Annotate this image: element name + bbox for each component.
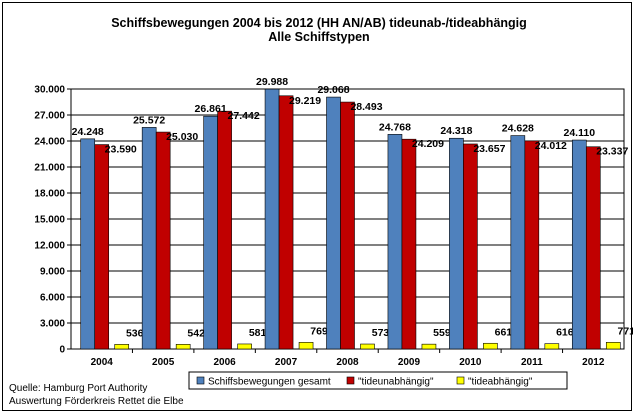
legend: Schiffsbewegungen gesamt "tideunabhängig"… — [188, 371, 568, 390]
data-label: 536 — [126, 327, 144, 339]
x-tick-label: 2008 — [336, 357, 359, 368]
source-line: Quelle: Hamburg Port Authority — [9, 383, 147, 394]
data-label: 26.861 — [195, 103, 227, 115]
chart-subtitle: Alle Schiffstypen — [268, 30, 369, 44]
plot-area: 0 3.000 6.000 9.000 12.000 15.000 18.000 21.000… — [34, 76, 633, 368]
bar-tideabhaengig — [298, 342, 314, 350]
data-label: 24.012 — [535, 140, 567, 152]
y-tick-label: 9.000 — [40, 267, 65, 278]
bar-tideabhaengig — [360, 343, 375, 350]
bar-gesamt — [449, 137, 464, 350]
x-tick-label: 2007 — [275, 357, 298, 368]
bar-gesamt — [264, 88, 280, 350]
bar-tideunabhaengig — [278, 95, 294, 350]
data-label: 25.572 — [133, 114, 165, 126]
x-tick-label: 2005 — [152, 357, 175, 368]
data-label: 24.768 — [379, 121, 411, 133]
bar-gesamt — [141, 127, 157, 350]
bar-gesamt — [80, 138, 96, 350]
bar-tideabhaengig — [237, 343, 252, 350]
x-tick-label: 2011 — [521, 357, 543, 368]
legend-swatch — [456, 376, 465, 385]
data-label: 24.209 — [412, 138, 444, 150]
chart-title: Schiffsbewegungen 2004 bis 2012 (HH AN/A… — [111, 16, 527, 30]
bar-tideabhaengig — [605, 342, 621, 350]
data-label: 23.657 — [473, 143, 505, 155]
bar-tideabhaengig — [114, 344, 130, 350]
bar-tideabhaengig — [544, 343, 560, 350]
data-label: 24.110 — [564, 127, 596, 139]
bar-tideunabhaengig — [401, 138, 417, 350]
data-label: 28.493 — [350, 101, 382, 113]
bar-tideunabhaengig — [94, 144, 110, 350]
bar-tideunabhaengig — [463, 143, 478, 350]
bar-tideunabhaengig — [585, 146, 601, 350]
y-tick-label: 27.000 — [34, 111, 65, 122]
y-tick-label: 15.000 — [34, 215, 65, 226]
data-label: 559 — [433, 327, 451, 339]
legend-box — [188, 371, 568, 390]
data-label: 573 — [372, 327, 390, 339]
bar-tideabhaengig — [483, 342, 498, 350]
bar-gesamt — [510, 135, 526, 350]
y-tick-label: 3.000 — [40, 319, 65, 330]
bar-gesamt — [203, 115, 218, 350]
data-label: 29.219 — [289, 95, 321, 107]
data-label: 23.590 — [105, 144, 137, 156]
y-tick-label: 6.000 — [40, 293, 65, 304]
bar-tideunabhaengig — [217, 110, 232, 350]
x-tick-label: 2004 — [91, 357, 114, 368]
x-tick-label: 2010 — [459, 357, 482, 368]
data-label: 661 — [495, 326, 513, 338]
data-label: 23.337 — [596, 146, 628, 158]
bar-gesamt — [571, 139, 587, 350]
y-tick-label: 18.000 — [34, 189, 65, 200]
y-tick-label: 0 — [59, 345, 65, 356]
data-label: 29.988 — [256, 76, 288, 88]
x-tick-label: 2009 — [398, 357, 421, 368]
x-tick-label: 2012 — [582, 357, 605, 368]
data-label: 29.068 — [317, 84, 349, 96]
x-tick-label: 2006 — [213, 357, 236, 368]
data-label: 24.248 — [72, 126, 104, 138]
data-label: 771 — [618, 325, 633, 337]
bar-chart: Schiffsbewegungen 2004 bis 2012 (HH AN/A… — [9, 16, 633, 407]
data-label: 27.442 — [228, 110, 260, 122]
legend-swatch — [346, 376, 355, 385]
data-label: 542 — [187, 327, 205, 339]
bar-tideabhaengig — [175, 344, 191, 350]
data-label: 616 — [556, 327, 574, 339]
y-tick-label: 21.000 — [34, 163, 65, 174]
bar-gesamt — [326, 96, 341, 350]
legend-label: Schiffsbewegungen gesamt — [208, 377, 331, 388]
data-label: 581 — [249, 327, 267, 339]
source-line: Auswertung Förderkreis Rettet die Elbe — [9, 396, 184, 407]
bar-tideunabhaengig — [155, 131, 171, 350]
bar-tideabhaengig — [421, 343, 437, 350]
legend-swatch — [196, 376, 205, 385]
data-label: 24.318 — [440, 125, 472, 137]
legend-label: "tideunabhängig" — [358, 377, 434, 388]
legend-label: "tideabhängig" — [468, 377, 533, 388]
data-label: 25.030 — [166, 131, 198, 143]
bar-gesamt — [387, 134, 403, 350]
data-label: 769 — [310, 325, 328, 337]
y-tick-label: 24.000 — [34, 137, 65, 148]
bar-tideunabhaengig — [340, 101, 355, 350]
y-tick-label: 12.000 — [34, 241, 65, 252]
bar-tideunabhaengig — [524, 140, 540, 350]
y-tick-label: 30.000 — [34, 85, 65, 96]
data-label: 24.628 — [502, 123, 534, 135]
